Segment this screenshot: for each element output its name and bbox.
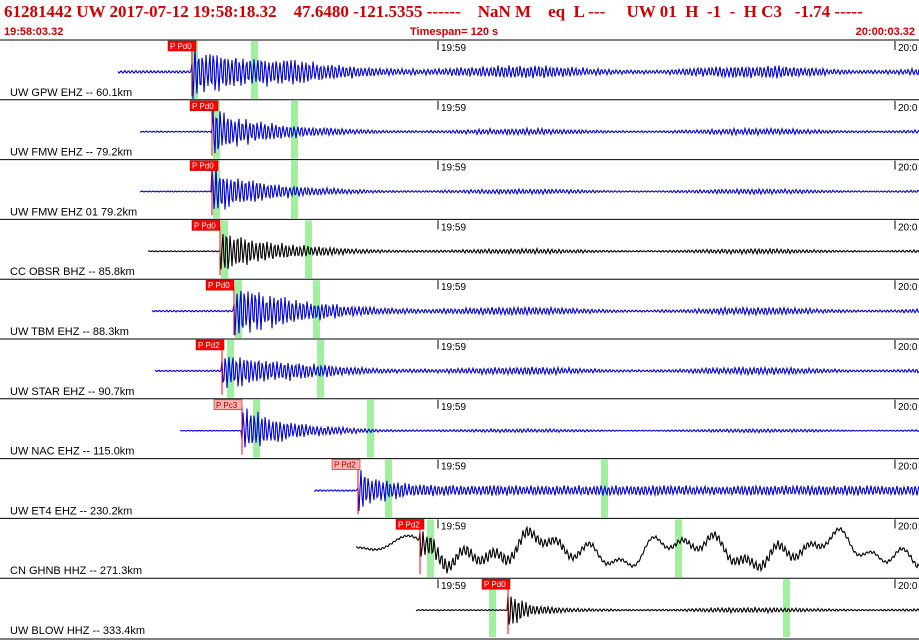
minute-label: 19:59 xyxy=(441,222,466,233)
phase-marker xyxy=(783,579,790,637)
minute-label: 20:0 xyxy=(898,222,918,233)
trace-row[interactable]: 19:59 20:0 P Pc3 UW NAC EHZ -- 115.0km xyxy=(0,398,919,458)
minute-label: 19:59 xyxy=(441,462,466,473)
phase-marker xyxy=(253,399,260,458)
station-label: CC OBSR BHZ -- 85.8km xyxy=(10,266,135,278)
start-time: 19:58:03.32 xyxy=(4,26,64,38)
minute-label: 20:0 xyxy=(898,402,918,413)
station-label: CN GHNB HHZ -- 271.3km xyxy=(10,565,142,577)
pick-box[interactable] xyxy=(395,519,425,530)
phase-marker xyxy=(227,340,234,398)
pick-label: P Pd2 xyxy=(334,461,356,470)
phase-marker xyxy=(221,220,228,279)
station-label: UW ET4 EHZ -- 230.2km xyxy=(10,505,132,517)
phase-marker xyxy=(427,519,434,578)
waveform[interactable] xyxy=(151,290,919,336)
minute-label: 20:0 xyxy=(898,163,918,174)
header: 61281442 UW 2017-07-12 19:58:18.32 47.64… xyxy=(0,0,919,40)
pick-label: P Pd0 xyxy=(484,580,506,589)
station-label: UW FMW EHZ 01 79.2km xyxy=(10,206,137,218)
minute-label: 20:0 xyxy=(898,103,918,114)
event-title: 61281442 UW 2017-07-12 19:58:18.32 47.64… xyxy=(4,2,863,21)
minute-label: 20:0 xyxy=(898,581,918,592)
minute-label: 20:0 xyxy=(898,462,918,473)
station-label: UW FMW EHZ -- 79.2km xyxy=(10,147,132,159)
station-label: UW GPW EHZ -- 60.1km xyxy=(10,87,132,99)
end-time: 20:00:03.32 xyxy=(855,26,915,38)
pick-box[interactable] xyxy=(191,220,221,231)
station-label: UW BLOW HHZ -- 333.4km xyxy=(10,625,145,637)
pick-label: P Pd0 xyxy=(192,102,214,111)
trace-row[interactable]: 19:59 20:0 P Pd0 UW BLOW HHZ -- 333.4km xyxy=(0,577,919,637)
trace-row[interactable]: 19:59 20:0 P Pd2 UW STAR EHZ -- 90.7km xyxy=(0,338,919,398)
pick-box[interactable] xyxy=(331,459,361,470)
phase-marker xyxy=(213,100,220,159)
pick-box[interactable] xyxy=(189,100,219,112)
pick-label: P Pd0 xyxy=(192,162,214,171)
trace-row[interactable]: 19:59 20:0 P Pd0 UW TBM EHZ -- 88.3km xyxy=(0,278,919,338)
minute-label: 19:59 xyxy=(441,402,466,413)
minute-label: 20:0 xyxy=(898,342,918,353)
pick-box[interactable] xyxy=(213,399,243,411)
waveform[interactable] xyxy=(147,233,919,270)
pick-box[interactable] xyxy=(195,339,225,351)
phase-marker xyxy=(313,280,320,338)
minute-label: 19:59 xyxy=(441,342,466,353)
pick-box[interactable] xyxy=(481,578,511,590)
pick-label: P Pd2 xyxy=(398,520,420,529)
waveform[interactable] xyxy=(356,525,919,574)
station-label: UW STAR EHZ -- 90.7km xyxy=(10,386,134,398)
trace-row[interactable]: 19:59 20:0 P Pd0 UW FMW EHZ 01 79.2km xyxy=(0,159,919,219)
waveform[interactable] xyxy=(117,46,919,100)
minute-label: 20:0 xyxy=(898,521,918,532)
pick-label: P Pd2 xyxy=(198,341,220,350)
phase-marker xyxy=(367,399,374,458)
trace-row[interactable]: 19:59 20:0 P Pd0 UW GPW EHZ -- 60.1km xyxy=(0,39,919,100)
pick-label: P Pd0 xyxy=(208,281,230,290)
minute-label: 19:59 xyxy=(441,43,466,54)
phase-marker xyxy=(675,519,682,578)
phase-marker xyxy=(235,280,242,338)
minute-label: 20:0 xyxy=(898,43,918,54)
trace-row[interactable]: 19:59 20:0 P Pd0 CC OBSR BHZ -- 85.8km xyxy=(0,218,919,279)
minute-label: 19:59 xyxy=(441,163,466,174)
phase-marker xyxy=(385,459,392,518)
phase-marker xyxy=(489,579,496,637)
timespan-label: Timespan= 120 s xyxy=(410,26,499,38)
minute-label: 19:59 xyxy=(441,581,466,592)
pick-box[interactable] xyxy=(189,160,219,171)
waveform[interactable] xyxy=(313,470,919,511)
minute-label: 20:0 xyxy=(898,282,918,293)
waveform[interactable] xyxy=(139,108,919,154)
minute-label: 19:59 xyxy=(441,282,466,293)
minute-label: 19:59 xyxy=(441,521,466,532)
station-label: UW TBM EHZ -- 88.3km xyxy=(10,326,129,338)
station-label: UW NAC EHZ -- 115.0km xyxy=(10,446,134,458)
trace-row[interactable]: 19:59 20:0 P Pd2 CN GHNB HHZ -- 271.3km xyxy=(0,517,919,578)
pick-label: P Pd0 xyxy=(194,221,216,230)
waveform[interactable] xyxy=(154,356,919,389)
trace-row[interactable]: 19:59 20:0 P Pd2 UW ET4 EHZ -- 230.2km xyxy=(0,458,919,518)
pick-box[interactable] xyxy=(205,279,235,291)
minute-label: 19:59 xyxy=(441,103,466,114)
waveform[interactable] xyxy=(179,408,919,448)
waveform[interactable] xyxy=(415,595,919,625)
pick-box[interactable] xyxy=(167,40,197,52)
pick-label: P Pd0 xyxy=(170,42,192,51)
trace-row[interactable]: 19:59 20:0 P Pd0 UW FMW EHZ -- 79.2km xyxy=(0,99,919,159)
pick-label: P Pc3 xyxy=(216,401,238,410)
waveform[interactable] xyxy=(139,166,919,210)
